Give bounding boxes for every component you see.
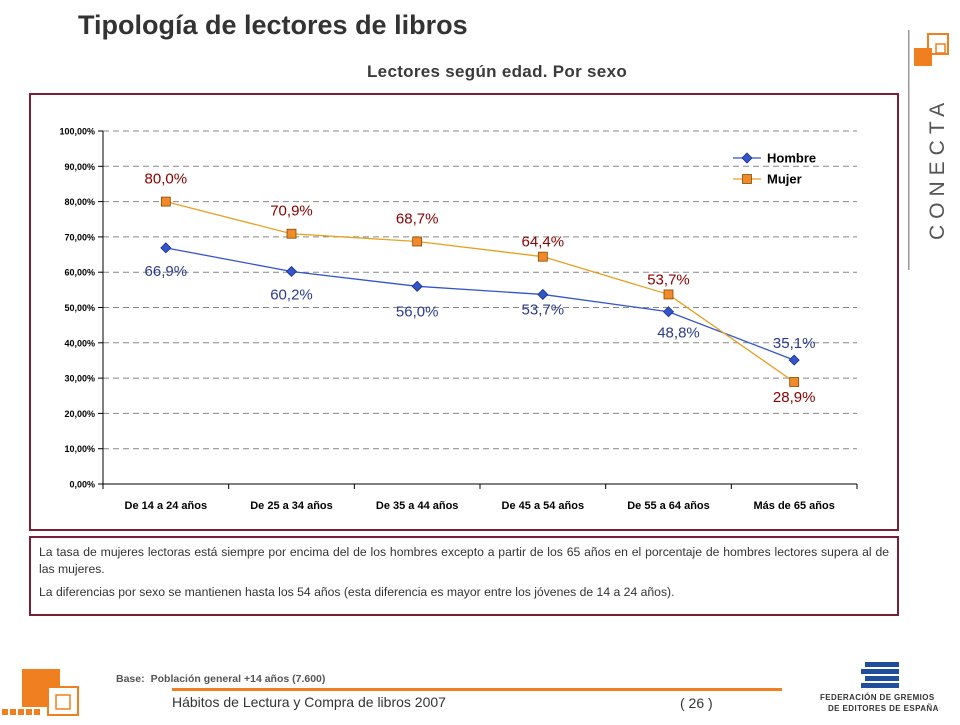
y-tick-label: 80,00% bbox=[64, 197, 95, 207]
y-tick-label: 30,00% bbox=[64, 374, 95, 384]
base-label: Base: bbox=[116, 673, 145, 685]
page-number: ( 26 ) bbox=[680, 695, 713, 711]
conecta-logo-text: CONECTA bbox=[926, 97, 949, 240]
note-paragraph-1: La tasa de mujeres lectoras está siempre… bbox=[39, 545, 889, 576]
series-line-mujer bbox=[165, 200, 795, 383]
x-tick-label: De 25 a 34 años bbox=[250, 500, 333, 512]
point-hombre bbox=[788, 354, 800, 366]
data-label: 53,7% bbox=[522, 301, 565, 318]
chart-subtitle: Lectores según edad. Por sexo bbox=[367, 62, 628, 81]
x-tick-label: Más de 65 años bbox=[754, 500, 835, 512]
y-tick-label: 0,00% bbox=[69, 480, 95, 490]
y-tick-label: 20,00% bbox=[64, 409, 95, 419]
note-paragraph-2: La diferencias por sexo se mantienen has… bbox=[39, 585, 675, 599]
federation-text: FEDERACIÓN DE GREMIOS DE EDITORES DE ESP… bbox=[820, 692, 939, 714]
point-mujer bbox=[286, 228, 297, 239]
data-label: 35,1% bbox=[773, 335, 816, 352]
data-label: 28,9% bbox=[773, 389, 816, 406]
data-label: 66,9% bbox=[145, 263, 188, 280]
data-label: 70,9% bbox=[270, 203, 313, 220]
y-tick-label: 40,00% bbox=[64, 338, 95, 348]
x-tick-label: De 45 a 54 años bbox=[502, 500, 585, 512]
page-title: Tipología de lectores de libros bbox=[78, 10, 468, 40]
data-label: 60,2% bbox=[270, 286, 313, 303]
point-mujer bbox=[160, 196, 171, 207]
series-line-hombre bbox=[165, 247, 795, 361]
y-tick-label: 60,00% bbox=[64, 268, 95, 278]
publication-title: Hábitos de Lectura y Compra de libros 20… bbox=[172, 694, 446, 710]
point-hombre bbox=[537, 288, 549, 301]
legend-marker bbox=[741, 152, 753, 164]
point-hombre bbox=[285, 265, 298, 278]
y-tick-label: 50,00% bbox=[64, 303, 95, 313]
footer-rule bbox=[172, 688, 782, 691]
y-tick-label: 100,00% bbox=[59, 127, 95, 137]
y-tick-label: 70,00% bbox=[64, 232, 95, 242]
data-label: 48,8% bbox=[657, 325, 700, 342]
point-hombre bbox=[160, 242, 172, 254]
base-info: Base: Población general +14 años (7.600) bbox=[116, 673, 331, 685]
corner-squares-logo bbox=[0, 665, 80, 720]
point-mujer bbox=[412, 236, 423, 247]
x-tick-label: De 14 a 24 años bbox=[125, 500, 208, 512]
federation-line-1: FEDERACIÓN DE GREMIOS bbox=[820, 693, 935, 702]
legend-label: Mujer bbox=[767, 172, 802, 187]
point-mujer bbox=[537, 251, 548, 262]
x-tick-label: De 55 a 64 años bbox=[627, 500, 710, 512]
legend-marker bbox=[742, 174, 752, 184]
point-hombre bbox=[411, 280, 423, 292]
point-hombre bbox=[662, 306, 675, 318]
point-mujer bbox=[663, 289, 674, 300]
legend-label: Hombre bbox=[767, 151, 816, 166]
data-label: 80,0% bbox=[145, 171, 188, 188]
base-value: Población general +14 años (7.600) bbox=[150, 673, 326, 685]
line-chart: 0,00% 10,00% 20,00% 30,00% 40,00% 50,00% 60,00… bbox=[59, 127, 858, 512]
conecta-logo: CONECTA bbox=[900, 30, 960, 270]
chart-frame: 0,00% 10,00% 20,00% 30,00% 40,00% 50,00% 60,00… bbox=[29, 93, 899, 531]
y-tick-label: 90,00% bbox=[64, 162, 95, 172]
point-mujer bbox=[789, 377, 800, 387]
data-label: 64,4% bbox=[522, 234, 565, 251]
notes-box: La tasa de mujeres lectoras está siempre… bbox=[29, 536, 899, 616]
federation-logo bbox=[815, 660, 960, 720]
x-tick-label: De 35 a 44 años bbox=[376, 500, 459, 512]
data-label: 53,7% bbox=[647, 271, 690, 288]
y-tick-label: 10,00% bbox=[64, 444, 95, 454]
data-label: 68,7% bbox=[396, 210, 439, 227]
data-label: 56,0% bbox=[396, 303, 439, 320]
federation-line-2: DE EDITORES DE ESPAÑA bbox=[828, 704, 939, 713]
